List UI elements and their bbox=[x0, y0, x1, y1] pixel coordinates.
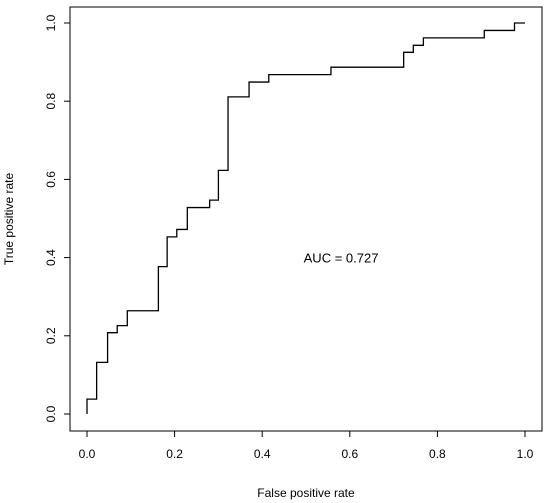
x-tick-label: 0.4 bbox=[254, 447, 271, 461]
y-tick-label: 0.2 bbox=[44, 327, 58, 344]
auc-annotation: AUC = 0.727 bbox=[304, 251, 379, 266]
x-tick-label: 0.0 bbox=[79, 447, 96, 461]
y-tick-label: 0.8 bbox=[44, 93, 58, 110]
y-axis: 0.0 0.2 0.4 0.6 0.8 1.0 bbox=[44, 14, 71, 422]
plot-frame bbox=[69, 6, 543, 432]
x-tick-label: 0.8 bbox=[429, 447, 446, 461]
x-tick-label: 1.0 bbox=[517, 447, 534, 461]
x-axis-title: False positive rate bbox=[257, 486, 355, 500]
y-axis-title: True positive rate bbox=[2, 173, 16, 266]
roc-curve bbox=[86, 22, 525, 414]
y-tick-label: 0.4 bbox=[44, 249, 58, 266]
y-tick-label: 0.0 bbox=[44, 405, 58, 422]
x-tick-label: 0.6 bbox=[341, 447, 358, 461]
x-tick-label: 0.2 bbox=[166, 447, 183, 461]
x-axis: 0.0 0.2 0.4 0.6 0.8 1.0 bbox=[79, 430, 534, 461]
y-tick-label: 0.6 bbox=[44, 171, 58, 188]
y-tick-label: 1.0 bbox=[44, 14, 58, 31]
